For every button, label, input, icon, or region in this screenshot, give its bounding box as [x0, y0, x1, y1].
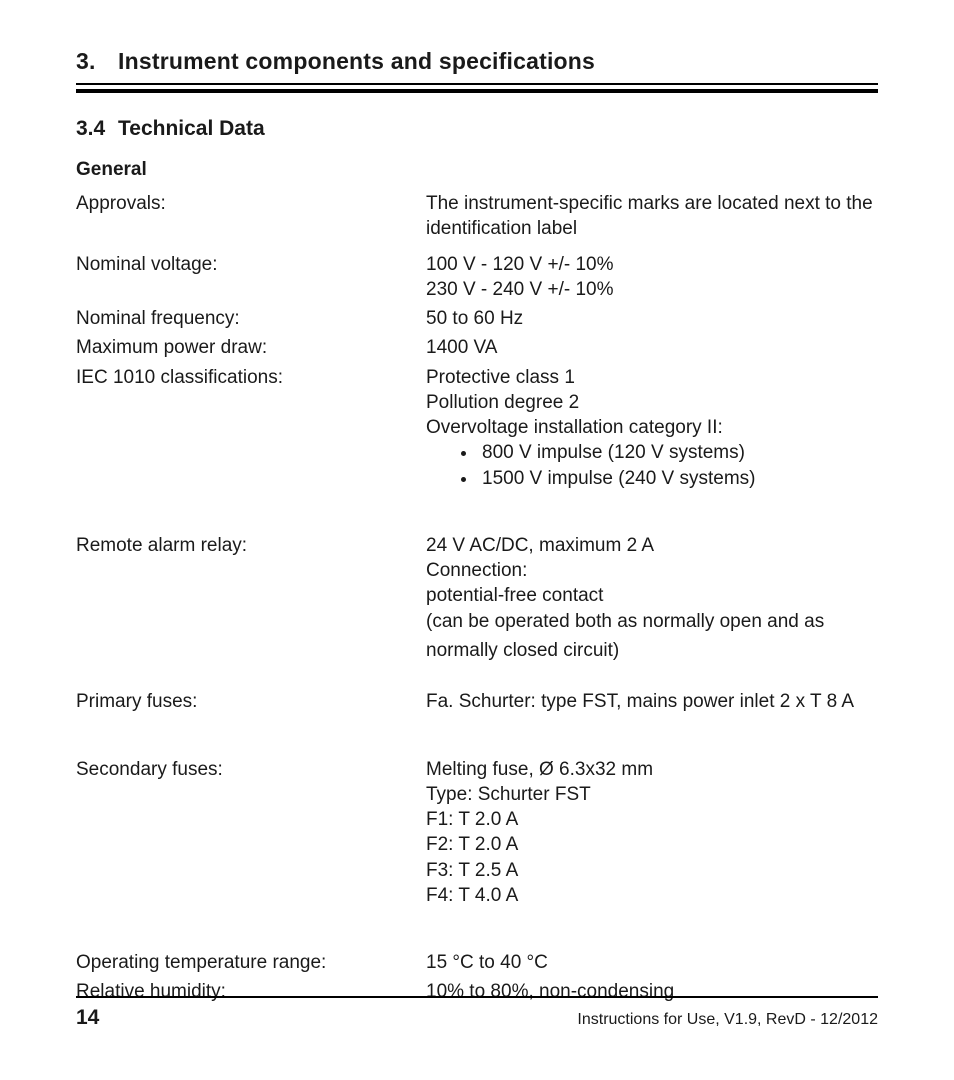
section-number: 3.4 — [76, 117, 118, 141]
section-title: Technical Data — [118, 117, 265, 141]
spec-value-line: F3: T 2.5 A — [426, 858, 878, 883]
spec-value: Protective class 1Pollution degree 2Over… — [426, 365, 878, 491]
footer-text: Instructions for Use, V1.9, RevD - 12/20… — [577, 1011, 878, 1029]
page-footer: 14 Instructions for Use, V1.9, RevD - 12… — [76, 1006, 878, 1030]
spec-value-line: F4: T 4.0 A — [426, 883, 878, 908]
spec-value: 100 V - 120 V +/- 10%230 V - 240 V +/- 1… — [426, 252, 878, 303]
spec-table: Approvals:The instrument-specific marks … — [76, 191, 878, 1005]
spec-label: Nominal voltage: — [76, 252, 426, 277]
spec-value: The instrument-specific marks are locate… — [426, 191, 878, 242]
spec-label: Maximum power draw: — [76, 335, 426, 360]
spec-value-line: 230 V - 240 V +/- 10% — [426, 277, 878, 302]
spec-bullets: 800 V impulse (120 V systems)1500 V impu… — [426, 440, 878, 491]
spec-value: normally closed circuit) — [426, 638, 878, 663]
spec-value-line: 100 V - 120 V +/- 10% — [426, 252, 878, 277]
spec-label: Relative humidity: — [76, 979, 426, 1004]
spec-value-line: potential-free contact — [426, 583, 878, 608]
spec-label: IEC 1010 classifications: — [76, 365, 426, 390]
spec-value: Melting fuse, Ø 6.3x32 mmType: Schurter … — [426, 757, 878, 909]
spec-value-line: Melting fuse, Ø 6.3x32 mm — [426, 757, 878, 782]
spec-row: Secondary fuses:Melting fuse, Ø 6.3x32 m… — [76, 757, 878, 909]
spec-label: Operating temperature range: — [76, 950, 426, 975]
spec-row: Remote alarm relay:24 V AC/DC, maximum 2… — [76, 533, 878, 634]
spec-value-line: 1400 VA — [426, 335, 878, 360]
chapter-title: Instrument components and specifications — [118, 48, 878, 75]
section-heading: 3.4 Technical Data — [76, 117, 878, 141]
spec-label: Approvals: — [76, 191, 426, 216]
subheading: General — [76, 159, 878, 181]
spec-label: Secondary fuses: — [76, 757, 426, 782]
spec-bullet-item: 800 V impulse (120 V systems) — [478, 440, 878, 465]
chapter-rule — [76, 83, 878, 93]
spec-value: 10% to 80%, non-condensing — [426, 979, 878, 1004]
spec-value-line: Connection: — [426, 558, 878, 583]
footer-rule — [76, 996, 878, 998]
spec-row: IEC 1010 classifications:Protective clas… — [76, 365, 878, 491]
spec-value-line: 24 V AC/DC, maximum 2 A — [426, 533, 878, 558]
spec-row: Maximum power draw:1400 VA — [76, 335, 878, 360]
spec-row: Nominal frequency:50 to 60 Hz — [76, 306, 878, 331]
page-number: 14 — [76, 1006, 99, 1030]
spec-bullet-item: 1500 V impulse (240 V systems) — [478, 466, 878, 491]
spec-value-line: 15 °C to 40 °C — [426, 950, 878, 975]
spec-row: Relative humidity:10% to 80%, non-conden… — [76, 979, 878, 1004]
spec-value-line: normally closed circuit) — [426, 638, 878, 663]
spec-value-line: F2: T 2.0 A — [426, 832, 878, 857]
spec-value: Fa. Schurter: type FST, mains power inle… — [426, 689, 878, 714]
document-page: 3. Instrument components and specificati… — [0, 0, 954, 1080]
spec-value-line: Fa. Schurter: type FST, mains power inle… — [426, 689, 878, 714]
spec-value-line: Pollution degree 2 — [426, 390, 878, 415]
spec-row: normally closed circuit) — [76, 638, 878, 663]
spec-label: Primary fuses: — [76, 689, 426, 714]
spec-value-line: 10% to 80%, non-condensing — [426, 979, 878, 1004]
spec-row: Operating temperature range:15 °C to 40 … — [76, 950, 878, 975]
spec-value-line: The instrument-specific marks are locate… — [426, 191, 878, 242]
spec-value-line: Type: Schurter FST — [426, 782, 878, 807]
spec-value: 1400 VA — [426, 335, 878, 360]
spec-row: Nominal voltage:100 V - 120 V +/- 10%230… — [76, 252, 878, 303]
spec-value-line: Protective class 1 — [426, 365, 878, 390]
spec-value-line: F1: T 2.0 A — [426, 807, 878, 832]
spec-row: Approvals:The instrument-specific marks … — [76, 191, 878, 242]
spec-value: 24 V AC/DC, maximum 2 AConnection:potent… — [426, 533, 878, 634]
spec-value: 50 to 60 Hz — [426, 306, 878, 331]
spec-label: Nominal frequency: — [76, 306, 426, 331]
chapter-heading: 3. Instrument components and specificati… — [76, 48, 878, 75]
spec-value-line: Overvoltage installation category II: — [426, 415, 878, 440]
spec-value-line: 50 to 60 Hz — [426, 306, 878, 331]
spec-value-line: (can be operated both as normally open a… — [426, 609, 878, 634]
spec-label: Remote alarm relay: — [76, 533, 426, 558]
spec-row: Primary fuses:Fa. Schurter: type FST, ma… — [76, 689, 878, 714]
chapter-number: 3. — [76, 48, 118, 75]
spec-value: 15 °C to 40 °C — [426, 950, 878, 975]
